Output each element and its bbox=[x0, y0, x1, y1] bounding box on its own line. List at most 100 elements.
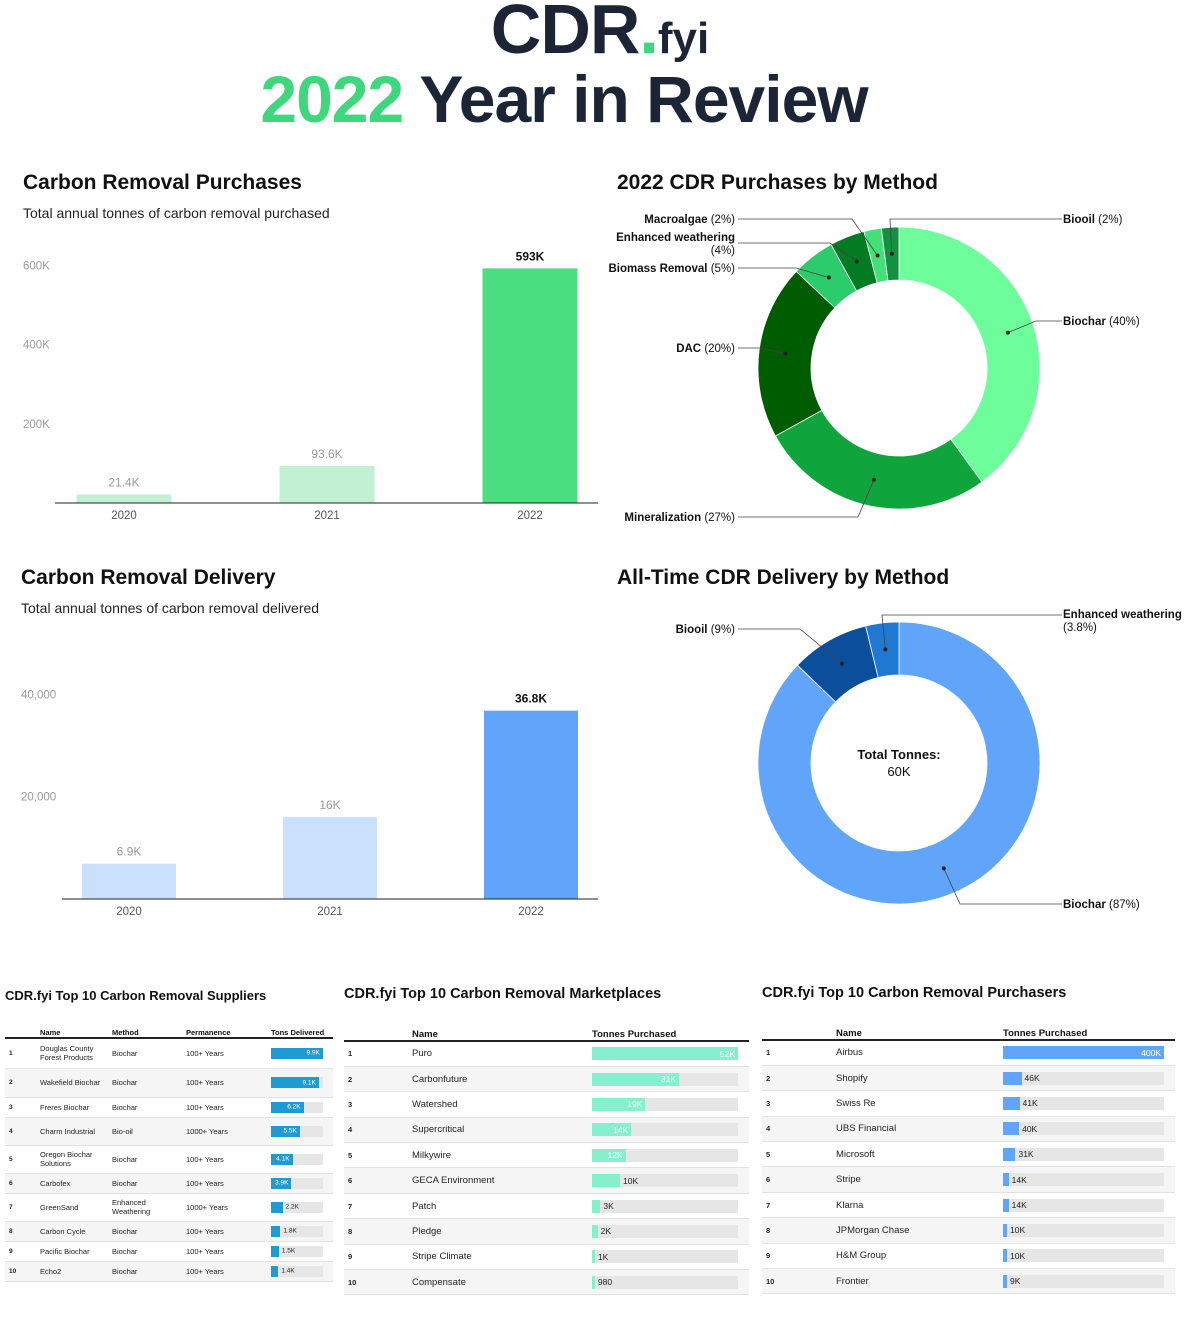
bar-track: 52K bbox=[592, 1047, 738, 1061]
bar-track: 5.5K bbox=[271, 1125, 323, 1137]
table-row: 4 Charm Industrial Bio-oil 1000+ Years 5.5K bbox=[5, 1117, 333, 1146]
rank-cell: 5 bbox=[344, 1142, 412, 1169]
table-row: 1 Puro 52K bbox=[344, 1041, 749, 1067]
name-cell: UBS Financial bbox=[836, 1116, 1003, 1143]
slice-label: DAC (20%) bbox=[676, 343, 735, 355]
rank-cell: 2 bbox=[5, 1068, 40, 1098]
bar-track: 9.9K bbox=[271, 1047, 323, 1059]
rank-cell: 10 bbox=[5, 1261, 40, 1282]
slice-mineralization bbox=[774, 409, 983, 510]
leader-dot bbox=[839, 661, 844, 666]
table-row: 6 Stripe 14K bbox=[762, 1166, 1175, 1193]
y-tick-label: 200K bbox=[23, 419, 50, 431]
rank-cell: 4 bbox=[344, 1117, 412, 1144]
bar-cell: 46K bbox=[1003, 1065, 1175, 1092]
name-header: Name bbox=[412, 1018, 592, 1042]
rank-cell: 1 bbox=[344, 1041, 412, 1067]
bar-fill bbox=[592, 1224, 598, 1238]
bar-value-label: 5.5K bbox=[283, 1127, 297, 1135]
title-rest: Year in Review bbox=[419, 62, 868, 136]
rank-cell: 8 bbox=[344, 1218, 412, 1245]
table-row: 10 Echo2 Biochar 100+ Years 1.4K bbox=[5, 1261, 333, 1282]
bar-fill bbox=[592, 1250, 595, 1264]
table-row: 5 Milkywire 12K bbox=[344, 1142, 749, 1169]
bar-track: 1.4K bbox=[271, 1265, 323, 1277]
leader-line bbox=[943, 868, 1062, 905]
delivery-by-method-title: All-Time CDR Delivery by Method bbox=[617, 566, 950, 589]
y-tick-label: 400K bbox=[23, 340, 50, 352]
slice-label: Enhanced weathering (3.8%) bbox=[1063, 609, 1182, 634]
rank-cell: 1 bbox=[762, 1040, 836, 1066]
slice-label: Biooil (9%) bbox=[676, 624, 736, 636]
name-cell: Watershed bbox=[412, 1091, 592, 1118]
leader-line bbox=[889, 218, 1062, 254]
rank-cell: 9 bbox=[762, 1243, 836, 1270]
bar-cell: 31K bbox=[592, 1066, 749, 1093]
bar-data-label: 21.4K bbox=[108, 476, 139, 490]
bar-fill bbox=[1003, 1173, 1009, 1187]
bar-cell: 31K bbox=[1003, 1141, 1175, 1168]
rank-header bbox=[344, 1018, 412, 1042]
table-row: 5 Microsoft 31K bbox=[762, 1141, 1175, 1168]
permanence-cell: 1000+ Years bbox=[186, 1193, 271, 1222]
bar-fill bbox=[592, 1047, 738, 1061]
name-cell: GreenSand bbox=[40, 1193, 112, 1222]
bar-value-label: 980 bbox=[597, 1277, 613, 1288]
bar-track: 1.8K bbox=[271, 1225, 323, 1237]
table-row: 5 Oregon Biochar Solutions Biochar 100+ Yea… bbox=[5, 1145, 333, 1174]
rank-cell: 5 bbox=[5, 1145, 40, 1174]
bar-track: 31K bbox=[1003, 1147, 1164, 1161]
rank-cell: 9 bbox=[5, 1241, 40, 1262]
bar-track: 41K bbox=[1003, 1096, 1164, 1110]
delivery-chart-title: Carbon Removal Delivery bbox=[21, 566, 276, 589]
bar-fill bbox=[592, 1199, 601, 1213]
rank-cell: 3 bbox=[762, 1090, 836, 1117]
slice-label: Enhanced weathering (4%) bbox=[616, 232, 735, 257]
slice-label: Biooil (2%) bbox=[1063, 214, 1123, 226]
leader-dot bbox=[941, 866, 946, 871]
leader-line bbox=[1007, 320, 1062, 333]
leader-dot bbox=[1005, 330, 1010, 335]
leader-line bbox=[738, 267, 829, 278]
slice-label: Macroalgae (2%) bbox=[644, 214, 735, 226]
bar-2022 bbox=[484, 710, 578, 899]
bar-fill bbox=[1003, 1046, 1164, 1060]
bar-track: 9.1K bbox=[271, 1077, 323, 1088]
table-row: 9 Stripe Climate 1K bbox=[344, 1244, 749, 1271]
logo-dot: . bbox=[639, 0, 658, 68]
bar-track: 10K bbox=[1003, 1223, 1164, 1237]
leader-line bbox=[738, 218, 878, 256]
purchases-bar-chart: 200K 400K 600K 21.4K 2020 93.6K 2021 593K 2022 bbox=[23, 249, 598, 522]
purchases-by-method-title: 2022 CDR Purchases by Method bbox=[617, 171, 938, 194]
leader-line bbox=[738, 347, 786, 355]
bar-cell: 14K bbox=[1003, 1166, 1175, 1193]
bar-track: 6.2K bbox=[271, 1101, 323, 1113]
table-row: 3 Freres Biochar Biochar 100+ Years 6.2K bbox=[5, 1097, 333, 1118]
bar-cell: 400K bbox=[1003, 1040, 1175, 1066]
rank-header bbox=[5, 1014, 40, 1039]
bar-track: 2K bbox=[592, 1224, 738, 1238]
bar-cell: 9.1K bbox=[271, 1068, 333, 1098]
slice-biochar bbox=[757, 621, 1041, 905]
name-cell: Charm Industrial bbox=[40, 1117, 112, 1146]
bar-track: 40K bbox=[1003, 1122, 1164, 1136]
bar-value-label: 400K bbox=[1141, 1047, 1161, 1058]
rank-cell: 7 bbox=[5, 1193, 40, 1222]
table-row: 8 JPMorgan Chase 10K bbox=[762, 1217, 1175, 1244]
bar-value-label: 31K bbox=[1018, 1149, 1034, 1160]
bar-fill bbox=[592, 1275, 595, 1289]
bar-track: 14K bbox=[592, 1123, 738, 1137]
bar-track: 1.5K bbox=[271, 1245, 323, 1257]
bar-value-label: 2K bbox=[600, 1226, 612, 1237]
name-cell: Patch bbox=[412, 1193, 592, 1220]
bar-track: 2.2K bbox=[271, 1201, 323, 1213]
leader-line bbox=[738, 242, 858, 262]
table-row: 4 Supercritical 14K bbox=[344, 1117, 749, 1144]
bar-cell: 9.9K bbox=[271, 1038, 333, 1069]
bar-value-label: 10K bbox=[1010, 1225, 1026, 1236]
name-cell: Klarna bbox=[836, 1192, 1003, 1219]
bar-cell: 14K bbox=[1003, 1192, 1175, 1219]
purchasers-table-title: CDR.fyi Top 10 Carbon Removal Purchasers bbox=[762, 985, 1067, 1001]
leader-dot bbox=[883, 647, 888, 652]
method-cell: Biochar bbox=[112, 1038, 186, 1069]
